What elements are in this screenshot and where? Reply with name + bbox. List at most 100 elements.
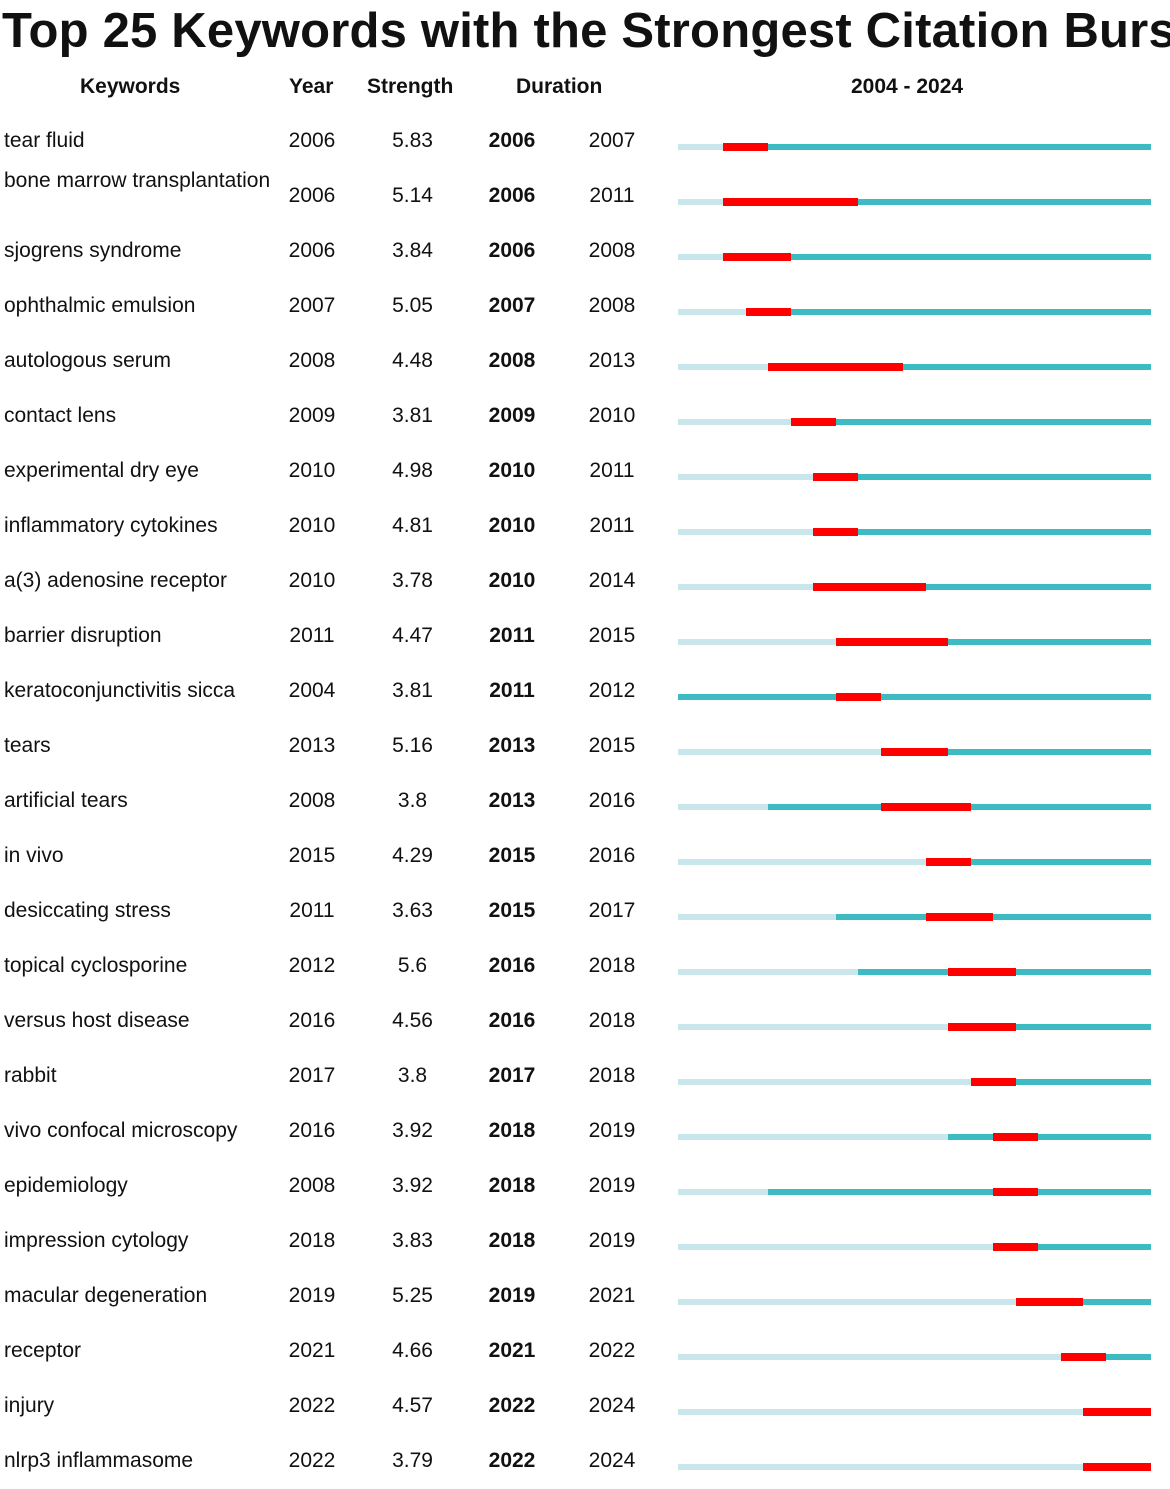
timeline-pre-bar: [678, 1024, 949, 1030]
table-row: vivo confocal microscopy 2016 3.92 2018 2019: [0, 1104, 1170, 1159]
burst-end-value: 2022: [588, 1339, 636, 1362]
table-row: impression cytology 2018 3.83 2018 2019: [0, 1214, 1170, 1269]
header-year-range: 2004 - 2024: [851, 75, 964, 98]
header-year: Year: [289, 75, 334, 98]
burst-begin-value: 2006: [488, 239, 536, 262]
burst-bar: [813, 583, 926, 591]
strength-value: 4.57: [392, 1394, 433, 1417]
header-keywords: Keywords: [80, 75, 181, 98]
burst-begin-value: 2015: [488, 844, 536, 867]
table-row: rabbit 2017 3.8 2017 2018: [0, 1049, 1170, 1104]
table-row: tears 2013 5.16 2013 2015: [0, 719, 1170, 774]
strength-value: 4.56: [392, 1009, 433, 1032]
keyword-label: vivo confocal microscopy: [4, 1119, 238, 1142]
burst-bar: [880, 803, 971, 811]
timeline-active-bar: [768, 1189, 1151, 1195]
keyword-label: experimental dry eye: [4, 459, 199, 482]
year-value: 2013: [288, 734, 336, 757]
timeline-pre-bar: [678, 419, 791, 425]
strength-value: 3.81: [392, 404, 433, 427]
timeline-pre-bar: [678, 859, 926, 865]
strength-value: 3.83: [392, 1229, 433, 1252]
burst-begin-value: 2013: [488, 789, 536, 812]
year-value: 2004: [288, 679, 336, 702]
burst-end-value: 2021: [588, 1284, 636, 1307]
burst-end-value: 2016: [588, 789, 636, 812]
timeline-active-bar: [948, 1134, 1151, 1140]
keyword-label: contact lens: [4, 404, 117, 427]
keyword-label: versus host disease: [4, 1009, 190, 1032]
table-row: barrier disruption 2011 4.47 2011 2015: [0, 609, 1170, 664]
timeline-active-bar: [993, 1244, 1151, 1250]
timeline-active-bar: [723, 144, 1151, 150]
burst-end-value: 2019: [588, 1119, 636, 1142]
burst-begin-value: 2021: [488, 1339, 536, 1362]
burst-bar: [925, 858, 971, 866]
table-row: macular degeneration 2019 5.25 2019 2021: [0, 1269, 1170, 1324]
timeline-pre-bar: [678, 969, 859, 975]
burst-bar: [970, 1078, 1016, 1086]
keyword-label: impression cytology: [4, 1229, 189, 1252]
table-row: ophthalmic emulsion 2007 5.05 2007 2008: [0, 279, 1170, 334]
burst-begin-value: 2011: [489, 679, 535, 702]
burst-end-value: 2018: [588, 1009, 636, 1032]
year-value: 2011: [289, 899, 335, 922]
keyword-label: tears: [4, 734, 51, 757]
year-value: 2015: [288, 844, 336, 867]
timeline-active-bar: [1015, 1299, 1151, 1305]
burst-bar: [1083, 1408, 1151, 1416]
burst-begin-value: 2008: [488, 349, 536, 372]
burst-end-value: 2015: [588, 624, 636, 647]
burst-end-value: 2012: [588, 679, 636, 702]
strength-value: 4.48: [392, 349, 433, 372]
burst-end-value: 2010: [588, 404, 636, 427]
keyword-label: artificial tears: [4, 789, 128, 812]
burst-bar: [993, 1133, 1039, 1141]
burst-bar: [723, 143, 769, 151]
year-value: 2012: [288, 954, 336, 977]
burst-end-value: 2018: [588, 954, 636, 977]
year-value: 2008: [288, 789, 336, 812]
table-row: topical cyclosporine 2012 5.6 2016 2018: [0, 939, 1170, 994]
keyword-label: inflammatory cytokines: [4, 514, 218, 537]
burst-bar: [768, 363, 904, 371]
burst-begin-value: 2015: [488, 899, 536, 922]
keyword-label: topical cyclosporine: [4, 954, 188, 977]
year-value: 2021: [288, 1339, 336, 1362]
year-value: 2008: [288, 349, 336, 372]
burst-bar: [1060, 1353, 1106, 1361]
burst-end-value: 2011: [589, 514, 635, 537]
timeline-pre-bar: [678, 144, 724, 150]
strength-value: 4.66: [392, 1339, 433, 1362]
timeline-active-bar: [813, 474, 1151, 480]
table-row: contact lens 2009 3.81 2009 2010: [0, 389, 1170, 444]
strength-value: 3.78: [392, 569, 433, 592]
timeline-pre-bar: [678, 474, 814, 480]
year-value: 2007: [288, 294, 336, 317]
burst-end-value: 2014: [588, 569, 636, 592]
header-duration: Duration: [516, 75, 603, 98]
keyword-label: tear fluid: [4, 129, 85, 152]
keyword-label: barrier disruption: [4, 624, 162, 647]
burst-begin-value: 2010: [488, 569, 536, 592]
table-row: bone marrow transplantation 2006 5.14 2006 2…: [0, 169, 1170, 224]
year-value: 2018: [288, 1229, 336, 1252]
timeline-pre-bar: [678, 309, 746, 315]
burst-end-value: 2024: [588, 1394, 636, 1417]
timeline-pre-bar: [678, 529, 814, 535]
burst-begin-value: 2006: [488, 129, 536, 152]
keyword-label: in vivo: [4, 844, 64, 867]
table-row: keratoconjunctivitis sicca 2004 3.81 2011 20…: [0, 664, 1170, 719]
keyword-label: receptor: [4, 1339, 82, 1362]
strength-value: 3.92: [392, 1174, 433, 1197]
year-value: 2010: [288, 514, 336, 537]
header-strength: Strength: [367, 75, 454, 98]
burst-begin-value: 2006: [488, 184, 536, 207]
timeline-pre-bar: [678, 1134, 949, 1140]
year-value: 2006: [288, 129, 336, 152]
keyword-label: ophthalmic emulsion: [4, 294, 196, 317]
timeline-pre-bar: [678, 639, 836, 645]
year-value: 2022: [288, 1449, 336, 1472]
strength-value: 5.6: [397, 954, 428, 977]
keyword-label: nlrp3 inflammasome: [4, 1449, 194, 1472]
